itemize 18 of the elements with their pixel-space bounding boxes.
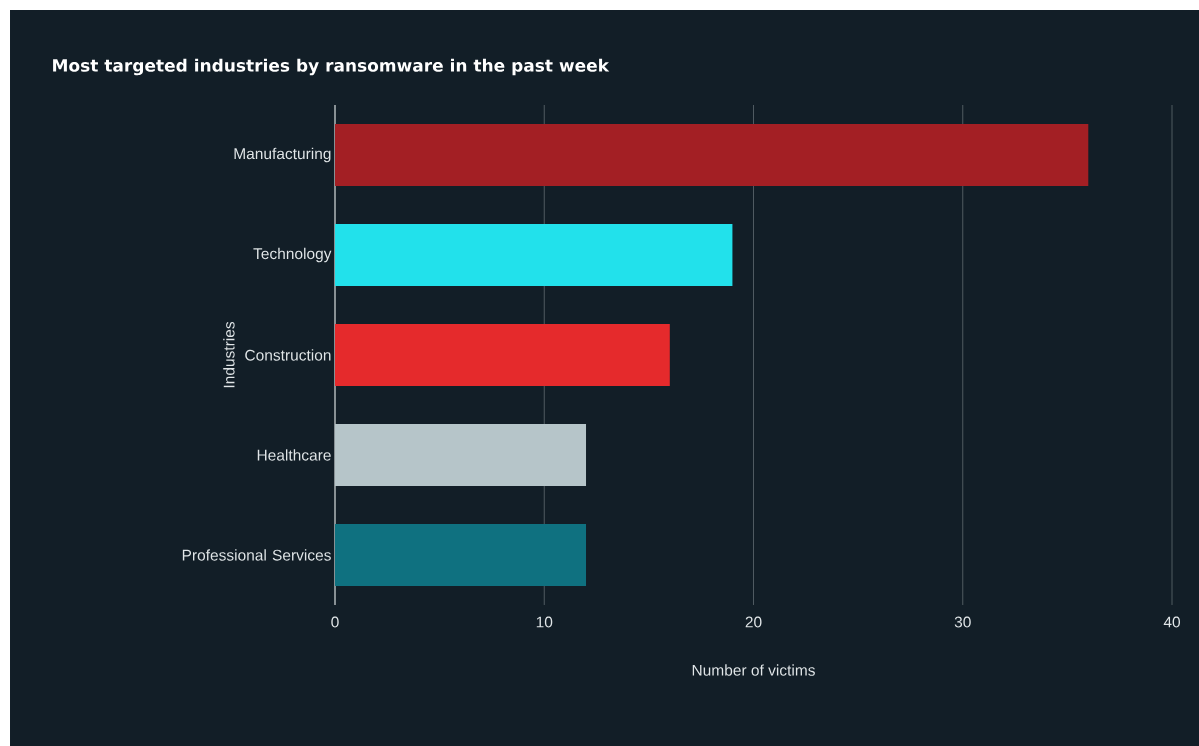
- bar: [335, 124, 1089, 186]
- x-tick-label: 0: [331, 616, 339, 628]
- x-axis-title: Number of victims: [692, 664, 815, 676]
- y-tick-label: Professional Services: [182, 549, 331, 561]
- x-tick-label: 30: [954, 616, 971, 628]
- bar: [335, 523, 587, 586]
- x-tick-label: 40: [1163, 616, 1181, 628]
- x-tick-label: 20: [745, 616, 762, 628]
- y-tick-label: Technology: [253, 247, 332, 263]
- chart-title: Most targeted industries by ransomware in the past week: [53, 58, 610, 76]
- bar: [335, 423, 587, 486]
- bar: [335, 323, 670, 386]
- x-tick-label: 10: [536, 616, 553, 628]
- y-axis-title: Industries: [223, 321, 235, 388]
- bar: [335, 223, 733, 286]
- y-tick-label: Manufacturing: [234, 147, 331, 163]
- y-tick-label: Construction: [245, 349, 331, 361]
- y-tick-label: Healthcare: [257, 449, 331, 461]
